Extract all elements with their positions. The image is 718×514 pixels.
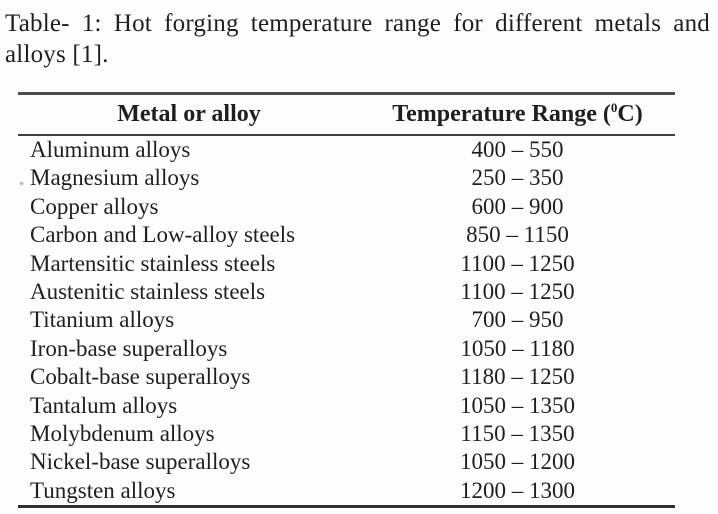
temperature-range-cell: 850 – 1150: [466, 222, 569, 248]
temperature-range-cell: 700 – 950: [471, 307, 564, 333]
table-row: Molybdenum alloys 1150 – 1350: [18, 420, 675, 448]
table-row: Aluminum alloys 400 – 550: [18, 136, 675, 164]
table-row: Austenitic stainless steels 1100 – 1250: [18, 278, 675, 306]
table-row: Martensitic stainless steels 1100 – 1250: [18, 250, 675, 278]
table-row: Magnesium alloys 250 – 350: [18, 164, 675, 192]
metal-cell: Copper alloys: [30, 193, 159, 219]
table-top-rule: [18, 92, 675, 95]
table-row: Titanium alloys 700 – 950: [18, 306, 675, 334]
table-body: Aluminum alloys 400 – 550 Magnesium allo…: [18, 136, 675, 505]
temperature-range-cell: 1050 – 1200: [460, 449, 575, 475]
temperature-range-cell: 1200 – 1300: [460, 477, 575, 503]
temperature-range-cell: 600 – 900: [471, 193, 564, 219]
table-caption-line2: alloys [1].: [5, 41, 109, 68]
table-header-row: Metal or alloy Temperature Range (0C): [18, 95, 675, 134]
table-row: Carbon and Low-alloy steels 850 – 1150: [18, 221, 675, 249]
table-row: Iron-base superalloys 1050 – 1180: [18, 335, 675, 363]
table-row: Cobalt-base superalloys 1180 – 1250: [18, 363, 675, 391]
metal-cell: Cobalt-base superalloys: [30, 364, 251, 390]
metal-cell: Tungsten alloys: [30, 477, 176, 503]
table-bottom-rule: [18, 505, 675, 509]
table-caption: Table- 1: Hot forging temperature range …: [0, 0, 718, 70]
metal-cell: Austenitic stainless steels: [30, 278, 266, 304]
temperature-header-prefix: Temperature Range (: [392, 101, 611, 127]
temperature-range-cell: 400 – 550: [471, 137, 564, 162]
table-row: Nickel-base superalloys 1050 – 1200: [18, 448, 675, 476]
temperature-header-suffix: C): [617, 101, 643, 127]
table-caption-line1: Table- 1: Hot forging temperature range …: [5, 10, 710, 37]
metal-cell: Titanium alloys: [30, 307, 175, 333]
temperature-header-superscript-zero: 0: [610, 100, 618, 115]
table-row: Tungsten alloys 1200 – 1300: [18, 477, 675, 505]
table-row: Copper alloys 600 – 900: [18, 193, 675, 221]
temperature-range-cell: 1180 – 1250: [460, 364, 575, 390]
temperature-range-cell: 1150 – 1350: [460, 420, 575, 446]
temperature-range-cell: 1050 – 1180: [460, 335, 575, 361]
hot-forging-temperature-table: Metal or alloy Temperature Range (0C) Al…: [18, 92, 675, 509]
table-row: Tantalum alloys 1050 – 1350: [18, 392, 675, 420]
metal-cell: Martensitic stainless steels: [30, 250, 276, 276]
metal-cell: Carbon and Low-alloy steels: [30, 222, 296, 248]
column-header-metal-or-alloy: Metal or alloy: [117, 101, 261, 127]
metal-cell: Iron-base superalloys: [30, 335, 228, 361]
metal-cell: Nickel-base superalloys: [30, 449, 251, 475]
temperature-range-cell: 1050 – 1350: [460, 392, 575, 418]
temperature-range-cell: 1100 – 1250: [460, 278, 575, 304]
temperature-range-cell: 250 – 350: [471, 165, 564, 191]
table-header-rule: [18, 134, 675, 136]
metal-cell: Aluminum alloys: [30, 137, 191, 162]
metal-cell: Magnesium alloys: [30, 165, 200, 191]
temperature-range-cell: 1100 – 1250: [460, 250, 575, 276]
scan-speck-artifact: [19, 181, 24, 186]
metal-cell: Tantalum alloys: [30, 392, 178, 418]
column-header-temperature-range: Temperature Range (0C): [360, 100, 675, 128]
metal-cell: Molybdenum alloys: [30, 420, 215, 446]
